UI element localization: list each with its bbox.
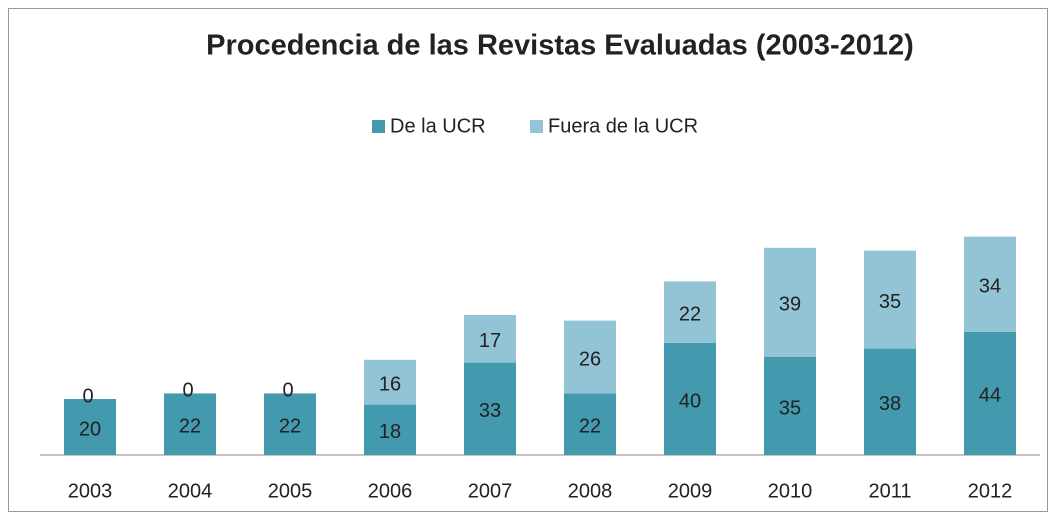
bar-segment bbox=[564, 320, 616, 394]
data-label: 22 bbox=[679, 303, 701, 325]
x-tick-label: 2008 bbox=[568, 480, 613, 502]
bar-segment bbox=[764, 247, 816, 357]
chart-title: Procedencia de las Revistas Evaluadas (2… bbox=[206, 30, 914, 62]
x-tick-label: 2010 bbox=[768, 480, 813, 502]
bar-segment bbox=[164, 393, 216, 455]
bar-segment bbox=[864, 348, 916, 455]
bar-segment bbox=[64, 399, 116, 455]
data-label: 39 bbox=[779, 294, 801, 316]
data-label: 20 bbox=[79, 418, 101, 440]
bar-segment bbox=[664, 281, 716, 343]
data-label: 26 bbox=[579, 348, 601, 370]
bar-segment bbox=[764, 357, 816, 455]
data-label: 0 bbox=[282, 380, 293, 402]
data-label: 34 bbox=[979, 275, 1001, 297]
data-label: 16 bbox=[379, 373, 401, 395]
bar-segment bbox=[364, 404, 416, 455]
bar-segment bbox=[564, 393, 616, 455]
x-tick-label: 2004 bbox=[168, 480, 213, 502]
bar-segment bbox=[464, 315, 516, 363]
bar-segment bbox=[964, 331, 1016, 455]
data-label: 35 bbox=[779, 397, 801, 419]
data-label: 22 bbox=[179, 415, 201, 437]
bar-segment bbox=[464, 362, 516, 455]
data-label: 38 bbox=[879, 393, 901, 415]
bar-segment bbox=[864, 250, 916, 349]
legend-label: De la UCR bbox=[390, 115, 486, 137]
data-label: 40 bbox=[679, 390, 701, 412]
legend-swatch bbox=[372, 120, 385, 133]
bar-segment bbox=[964, 236, 1016, 332]
data-label: 17 bbox=[479, 330, 501, 352]
legend-swatch bbox=[530, 120, 543, 133]
data-label: 0 bbox=[82, 385, 93, 407]
x-tick-label: 2009 bbox=[668, 480, 713, 502]
data-label: 0 bbox=[182, 380, 193, 402]
data-label: 18 bbox=[379, 421, 401, 443]
data-label: 35 bbox=[879, 291, 901, 313]
x-tick-label: 2012 bbox=[968, 480, 1013, 502]
bar-segment bbox=[364, 359, 416, 405]
x-tick-label: 2007 bbox=[468, 480, 513, 502]
data-label: 22 bbox=[279, 415, 301, 437]
x-tick-label: 2005 bbox=[268, 480, 313, 502]
data-label: 22 bbox=[579, 415, 601, 437]
data-label: 33 bbox=[479, 400, 501, 422]
bar-segment bbox=[664, 343, 716, 455]
x-tick-label: 2011 bbox=[868, 480, 911, 502]
x-tick-label: 2003 bbox=[68, 480, 113, 502]
legend-label: Fuera de la UCR bbox=[548, 115, 698, 137]
bar-segment bbox=[264, 393, 316, 455]
data-label: 44 bbox=[979, 385, 1001, 407]
x-tick-label: 2006 bbox=[368, 480, 413, 502]
